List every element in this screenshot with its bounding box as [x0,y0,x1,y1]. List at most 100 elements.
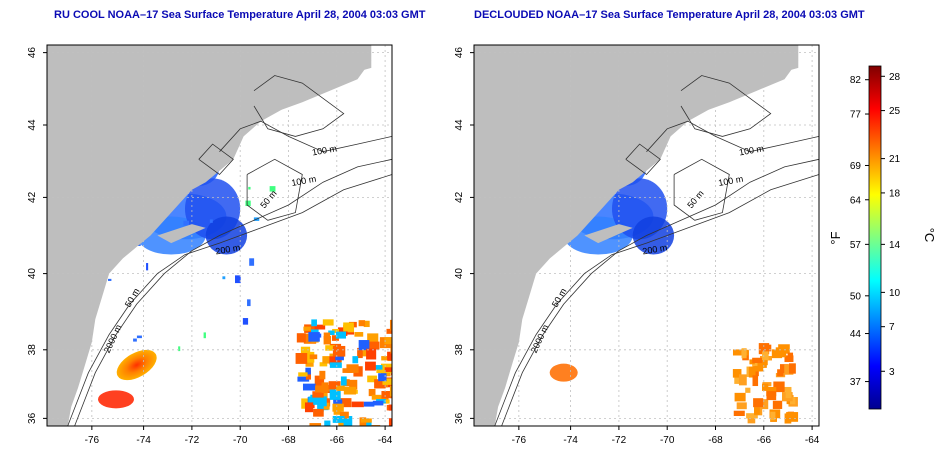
sst-cell [242,318,249,325]
sst-cell [328,330,335,335]
colorbar-f-label: 82 [850,75,862,86]
y-tick-label: 42 [454,191,465,203]
sst-cell [390,347,392,354]
sst-cell [133,338,137,342]
sst-cell [312,391,324,398]
colorbar-f-label: 64 [850,195,862,206]
sst-cell [342,368,353,373]
sst-cell [741,348,747,359]
sst-cell [203,332,206,339]
colorbar-f-label: 50 [850,291,862,302]
sst-cell [757,363,767,368]
colorbar-unit-celsius: °C [922,228,937,243]
sst-cell [733,410,745,417]
bathymetry-contour [198,143,234,176]
sst-cell [762,351,769,361]
colorbar-f-label: 37 [850,377,862,388]
colorbar-c-label: 10 [889,288,901,299]
sst-cell [315,385,323,393]
y-tick-label: 36 [27,412,38,424]
sst-cell [734,374,743,384]
sst-cell [371,365,383,370]
sst-cell [381,391,392,399]
x-tick-label: -76 [512,435,527,446]
sst-cell [338,421,347,426]
sst-cell [328,381,341,390]
sst-cell [269,186,276,192]
sst-cell [209,219,213,223]
sst-cell [386,328,392,334]
sst-cell [317,402,324,412]
colorbar-c-label: 14 [889,240,901,251]
x-tick-label: -74 [136,435,151,446]
sst-cell [352,356,359,364]
sst-cold-patch [632,216,675,255]
sst-cell [222,276,226,280]
colorbar-c-label: 28 [889,72,901,83]
sst-cell [303,351,315,363]
sst-cell [295,353,308,364]
sst-cell [302,383,316,391]
sst-cell [340,376,347,386]
colorbar-f-label: 77 [850,110,862,121]
sst-cell [108,278,112,281]
colorbar-c-label: 3 [889,367,895,378]
x-tick-label: -64 [378,435,393,446]
sst-cell [297,376,310,382]
sst-cell [371,394,382,400]
sst-cell [335,331,347,339]
contour-label: 200 m [642,242,668,256]
sst-warm-patch [549,363,578,382]
sst-cell [753,398,764,408]
x-tick-label: -66 [757,435,772,446]
sst-cell [333,399,343,407]
sst-cell [766,391,777,401]
bathymetry-contour [646,120,820,153]
sst-cell [331,335,339,341]
contour-label: 100 m [311,143,337,157]
sst-cell [303,326,311,331]
sst-cell [365,361,376,371]
sst-cell [329,362,342,368]
sst-cell [325,345,335,351]
sst-cell [296,333,306,343]
sst-cell [771,349,783,359]
y-tick-label: 38 [27,344,38,356]
sst-cell [311,319,317,327]
colorbar: 82 77 69 64 57 50 44 37 28 25 21 18 14 10 7 3 °F °C [828,65,937,410]
sst-cell [329,356,341,365]
sst-cell [310,333,322,338]
sst-cell [754,407,760,415]
bathymetry-contour [219,120,393,153]
sst-cell [332,328,340,333]
sst-cell [787,352,794,359]
sst-cell [329,389,341,400]
land-peninsula [694,60,799,110]
sst-cell [372,400,384,406]
y-tick-label: 46 [27,47,38,59]
sst-cold-patch [205,216,248,255]
sst-cell [384,367,392,372]
sst-cell [761,399,769,410]
right-panel-title: DECLOUDED NOAA–17 Sea Surface Temperatur… [474,9,865,21]
bathymetry-contour [253,75,345,137]
bathymetry-contour [673,158,730,221]
sst-cell [319,370,326,380]
sst-cell [321,382,329,393]
sst-cell [332,403,344,412]
sst-cell [360,418,372,423]
sst-cell [314,375,320,387]
sst-cell [389,319,392,331]
y-tick-label: 44 [27,119,38,131]
sst-cell [762,359,768,366]
sst-cell [322,356,334,364]
sst-cell [388,418,392,426]
sst-cell [760,344,772,352]
sst-cell [738,374,747,386]
sst-cell [363,320,370,328]
x-tick-label: -76 [85,435,100,446]
sst-cell [762,383,769,391]
sst-cell [339,398,352,408]
